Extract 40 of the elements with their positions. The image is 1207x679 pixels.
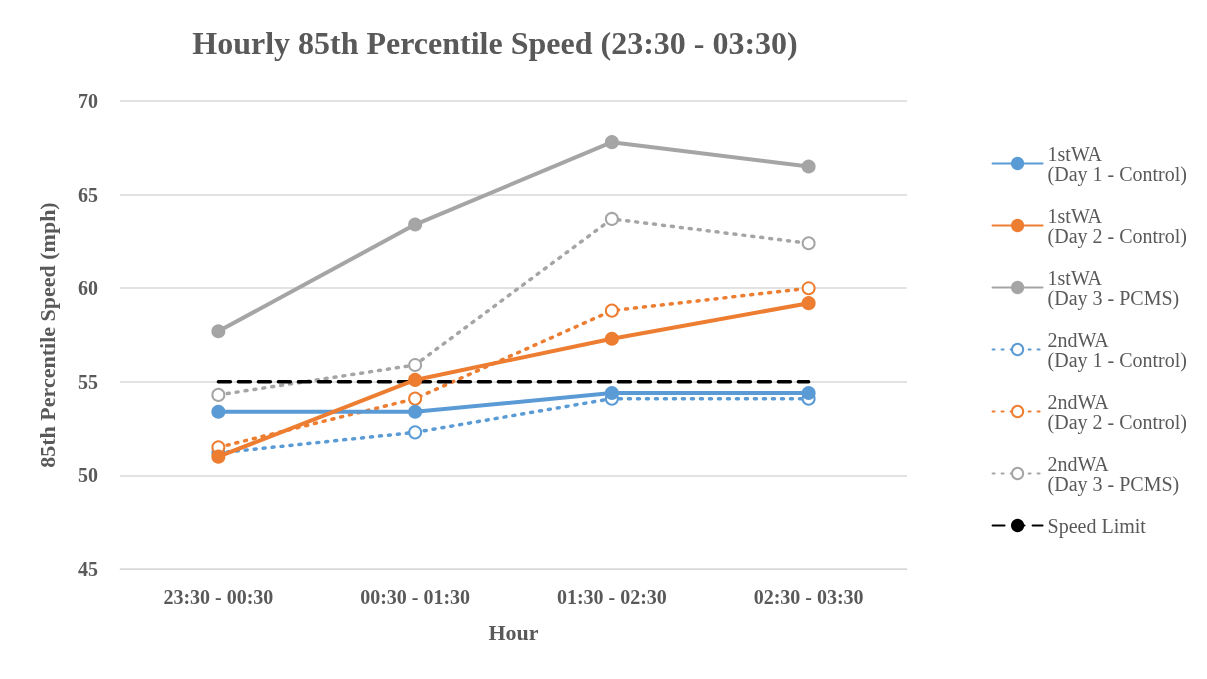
x-tick-label: 23:30 - 00:30 <box>163 586 274 608</box>
y-tick-label: 50 <box>78 464 98 487</box>
y-tick-label: 60 <box>78 277 98 300</box>
legend-label: Speed Limit <box>1047 514 1147 538</box>
point <box>408 404 423 419</box>
point <box>604 331 619 346</box>
x-tick-label: 02:30 - 03:30 <box>753 586 864 608</box>
point <box>604 386 619 401</box>
point <box>604 211 619 226</box>
point <box>211 387 226 402</box>
point <box>801 296 816 311</box>
legend-label: 2ndWA (Day 1 - Control) <box>1047 328 1188 372</box>
chart-title: Hourly 85th Percentile Speed (23:30 - 03:30) <box>192 25 798 61</box>
y-tick-label: 55 <box>78 370 98 393</box>
point <box>801 386 816 401</box>
point <box>801 236 816 251</box>
legend-label: 1stWA (Day 1 - Control) <box>1047 142 1188 186</box>
y-tick-label: 45 <box>78 558 98 580</box>
point <box>408 391 423 406</box>
point <box>604 303 619 318</box>
point <box>604 135 619 150</box>
legend-label: 1stWA (Day 2 - Control) <box>1047 204 1188 248</box>
y-tick-label: 65 <box>78 183 98 206</box>
point <box>408 425 423 440</box>
y-tick-label: 70 <box>78 90 98 112</box>
y-axis-title: 85th Percentile Speed (mph) <box>34 202 60 468</box>
point <box>211 449 226 464</box>
point <box>211 324 226 339</box>
point <box>408 372 423 387</box>
point <box>211 404 226 419</box>
point <box>408 357 423 372</box>
x-tick-label: 01:30 - 02:30 <box>556 586 667 608</box>
point <box>408 217 423 232</box>
point <box>801 281 816 296</box>
legend-label: 2ndWA (Day 3 - PCMS) <box>1047 452 1180 496</box>
x-tick-label: 00:30 - 01:30 <box>360 586 471 608</box>
x-axis-title: Hour <box>488 619 539 645</box>
legend-label: 1stWA (Day 3 - PCMS) <box>1047 266 1180 310</box>
point <box>801 159 816 174</box>
legend-label: 2ndWA (Day 2 - Control) <box>1047 390 1188 434</box>
